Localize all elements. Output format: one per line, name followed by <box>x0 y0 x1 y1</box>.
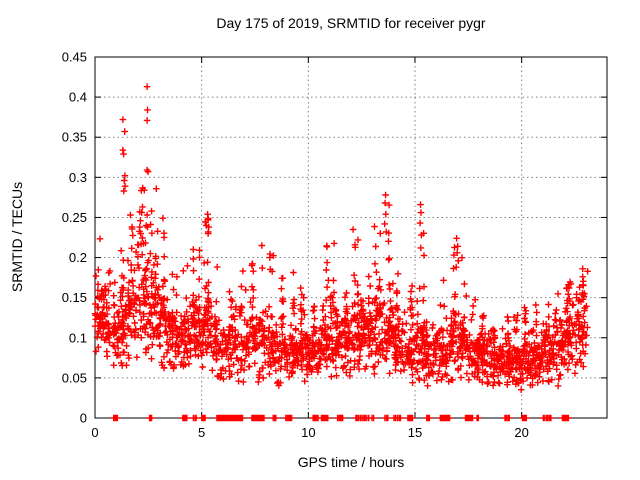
y-tick-label: 0.2 <box>69 250 87 265</box>
y-tick-label: 0.05 <box>62 370 87 385</box>
x-tick-label: 10 <box>301 425 315 440</box>
scatter-points <box>91 83 591 422</box>
y-tick-label: 0.45 <box>62 50 87 65</box>
plot-border <box>94 56 608 419</box>
x-tick-label: 20 <box>514 425 528 440</box>
y-tick-label: 0.35 <box>62 130 87 145</box>
y-tick-label: 0.15 <box>62 290 87 305</box>
y-tick-label: 0.3 <box>69 170 87 185</box>
y-tick-label: 0.4 <box>69 90 87 105</box>
x-axis-label: GPS time / hours <box>297 454 405 470</box>
x-tick-label: 5 <box>198 425 205 440</box>
x-tick-label: 0 <box>91 425 98 440</box>
y-tick-label: 0 <box>80 411 87 426</box>
y-tick-label: 0.25 <box>62 210 87 225</box>
x-tick-label: 15 <box>408 425 422 440</box>
y-tick-label: 0.1 <box>69 330 87 345</box>
chart-title: Day 175 of 2019, SRMTID for receiver pyg… <box>216 15 486 31</box>
